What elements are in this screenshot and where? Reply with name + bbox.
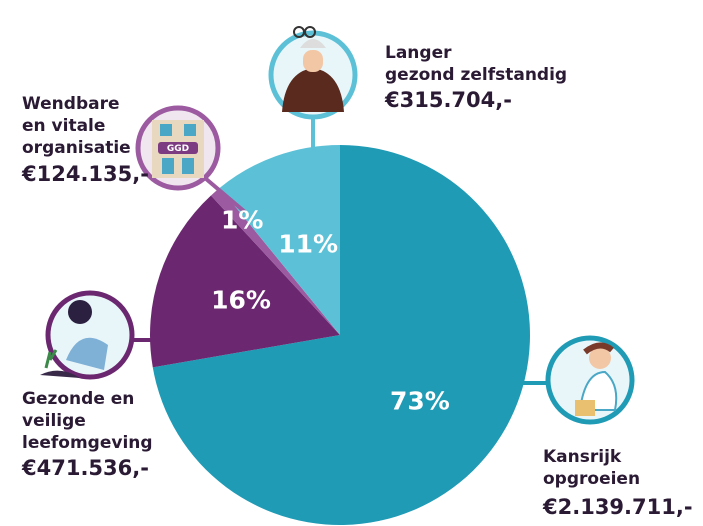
amount-label: €2.139.711,-	[543, 495, 693, 519]
slice-label: 11%	[278, 230, 338, 259]
icon-child	[545, 335, 635, 425]
slices	[150, 145, 530, 525]
connector	[203, 176, 247, 214]
svg-text:GGD: GGD	[167, 144, 189, 154]
amount-label: €315.704,-	[385, 88, 512, 112]
category-label: Wendbare en vitale organisatie	[22, 94, 131, 158]
pie-slice	[210, 187, 340, 335]
slice-label: 73%	[390, 386, 450, 415]
icon-elderly	[268, 26, 358, 120]
category-label: Kansrijk opgroeien	[543, 447, 641, 489]
category-label: Gezonde en veilige leefomgeving	[22, 389, 153, 453]
icon-ggd: GGD	[135, 105, 221, 191]
pie-slice	[219, 145, 340, 335]
slice-label: 16%	[211, 285, 271, 314]
amount-label: €471.536,-	[22, 456, 149, 480]
icon-gardener	[40, 290, 135, 380]
pie-slice	[150, 195, 340, 368]
pie-slice	[152, 145, 530, 525]
amount-label: €124.135,-	[22, 162, 149, 186]
slice-label: 1%	[221, 206, 263, 235]
category-label: Langer gezond zelfstandig	[385, 43, 568, 85]
